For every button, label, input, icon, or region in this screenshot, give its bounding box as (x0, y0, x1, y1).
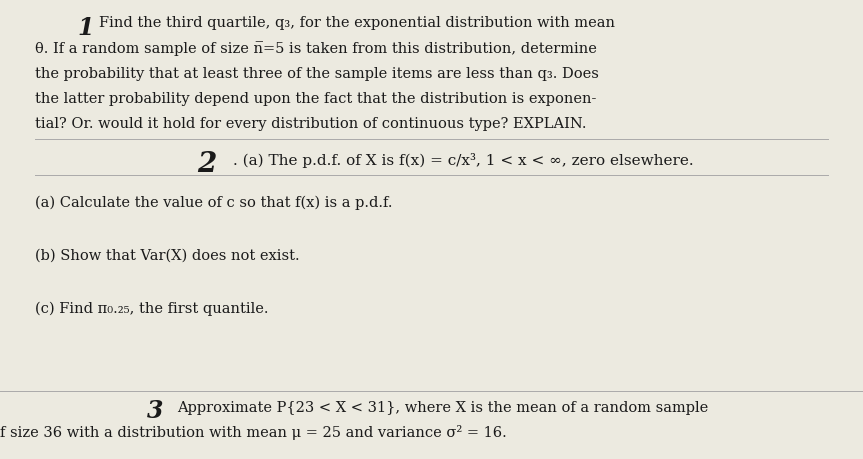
Text: (c) Find π₀.₂₅, the first quantile.: (c) Find π₀.₂₅, the first quantile. (35, 301, 268, 315)
Text: θ. If a random sample of size n̅=5 is taken from this distribution, determine: θ. If a random sample of size n̅=5 is ta… (35, 41, 596, 56)
Text: tial? Or. would it hold for every distribution of continuous type? EXPLAIN.: tial? Or. would it hold for every distri… (35, 117, 586, 131)
Text: the probability that at least three of the sample items are less than q₃. Does: the probability that at least three of t… (35, 67, 598, 80)
Text: Approximate P{23 < X̄ < 31}, where X̄ is the mean of a random sample: Approximate P{23 < X̄ < 31}, where X̄ is… (177, 400, 709, 414)
Text: (a) Calculate the value of c so that f(x) is a p.d.f.: (a) Calculate the value of c so that f(x… (35, 195, 392, 209)
Text: 2: 2 (197, 151, 216, 178)
Text: . (a) The p.d.f. of X is f(x) = c/x³, 1 < x < ∞, zero elsewhere.: . (a) The p.d.f. of X is f(x) = c/x³, 1 … (233, 152, 694, 168)
Text: Find the third quartile, q₃, for the exponential distribution with mean: Find the third quartile, q₃, for the exp… (99, 16, 615, 30)
Text: (b) Show that Var(X) does not exist.: (b) Show that Var(X) does not exist. (35, 248, 299, 262)
Text: f size 36 with a distribution with mean μ = 25 and variance σ² = 16.: f size 36 with a distribution with mean … (0, 425, 507, 440)
Text: the latter probability depend upon the fact that the distribution is exponen-: the latter probability depend upon the f… (35, 92, 595, 106)
Text: 1: 1 (78, 16, 94, 40)
Text: 3: 3 (147, 398, 163, 422)
